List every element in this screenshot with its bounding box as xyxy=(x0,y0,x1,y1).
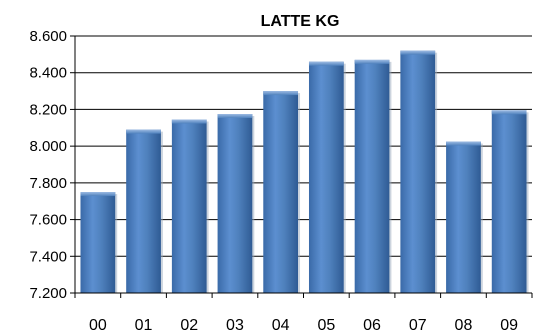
bar xyxy=(446,141,483,293)
x-tick-label: 07 xyxy=(409,317,427,334)
bar xyxy=(400,50,438,293)
x-tick-label: 06 xyxy=(363,317,381,334)
y-tick-label: 8.600 xyxy=(29,28,67,45)
bar xyxy=(80,192,118,293)
bars xyxy=(80,50,529,294)
x-tick-label: 03 xyxy=(226,317,244,334)
bar xyxy=(354,59,392,293)
y-tick-label: 7.600 xyxy=(29,212,67,229)
bar xyxy=(217,114,255,294)
bar xyxy=(491,110,529,293)
chart-title: LATTE KG xyxy=(261,13,340,30)
x-tick-label: 05 xyxy=(317,317,335,334)
bar xyxy=(171,119,209,294)
bar xyxy=(126,129,163,293)
x-tick-label: 02 xyxy=(180,317,198,334)
y-tick-label: 8.200 xyxy=(29,101,67,118)
y-tick-label: 8.000 xyxy=(29,138,67,155)
axes xyxy=(74,36,532,294)
x-tick-label: 04 xyxy=(272,317,290,334)
y-tick-label: 7.800 xyxy=(29,175,67,192)
bar xyxy=(308,61,346,294)
x-tick-label: 08 xyxy=(455,317,473,334)
y-axis-ticks: 7.200 7.400 7.600 7.800 8.000 8.200 8.400 8.600 xyxy=(29,28,75,302)
x-axis-ticks: 00 01 02 03 04 05 06 07 08 09 xyxy=(74,293,533,334)
x-tick-label: 01 xyxy=(135,317,153,334)
x-tick-label: 00 xyxy=(89,317,107,334)
y-tick-label: 8.400 xyxy=(29,65,67,82)
y-tick-label: 7.400 xyxy=(29,248,67,265)
bar xyxy=(263,91,301,293)
y-tick-label: 7.200 xyxy=(29,285,67,302)
x-tick-label: 09 xyxy=(500,317,518,334)
